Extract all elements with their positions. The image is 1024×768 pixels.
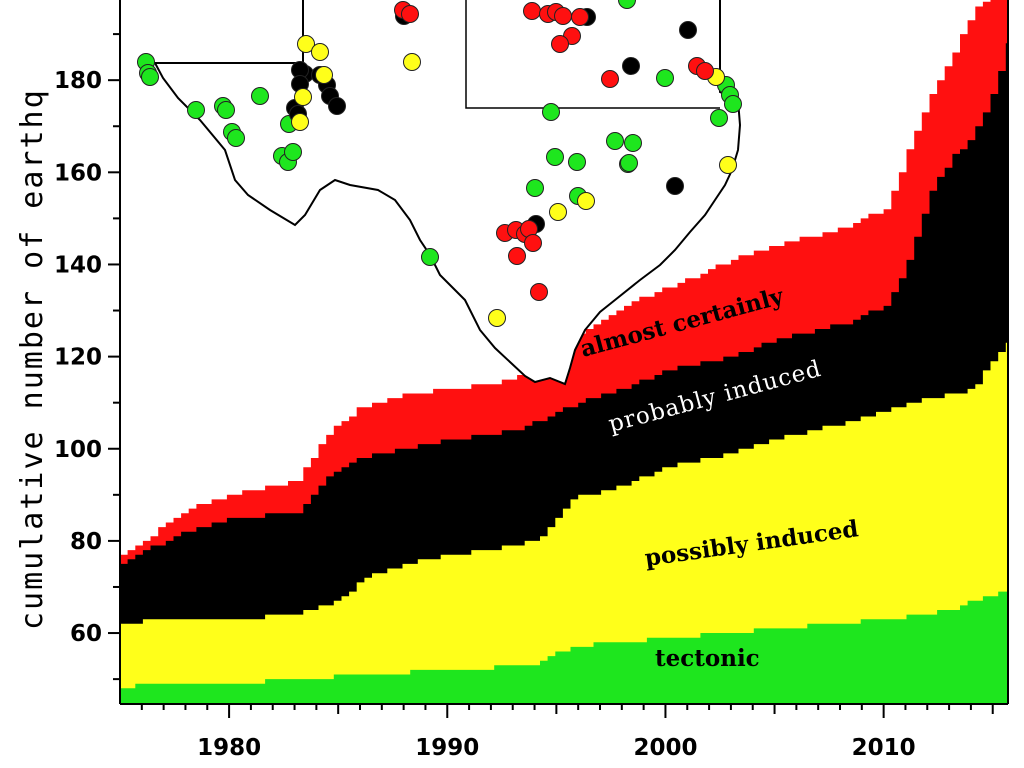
map-quake-marker-14 <box>542 103 560 121</box>
map-quake-marker-62 <box>551 35 569 53</box>
map-quake-marker-3 <box>187 101 205 119</box>
texas-outline <box>153 0 742 386</box>
map-quake-marker-72 <box>508 247 526 265</box>
map-quake-marker-64 <box>601 70 619 88</box>
area-tectonic <box>120 591 1008 704</box>
map-quake-marker-45 <box>311 43 329 61</box>
map-quake-marker-28 <box>618 0 636 9</box>
map-quake-marker-36 <box>328 97 346 115</box>
map-quake-marker-53 <box>719 156 737 174</box>
map-quake-marker-13 <box>421 248 439 266</box>
map-quake-marker-50 <box>549 203 567 221</box>
map-quake-marker-71 <box>524 234 542 252</box>
y-axis-label: cumulative number of earthq <box>15 88 50 630</box>
map-quake-marker-49 <box>403 53 421 71</box>
map-quake-marker-12 <box>284 143 302 161</box>
map-quake-marker-48 <box>315 66 333 84</box>
map-quake-marker-17 <box>606 132 624 150</box>
map-quake-marker-41 <box>679 21 697 39</box>
map-quake-marker-21 <box>526 179 544 197</box>
map-quake-marker-8 <box>251 87 269 105</box>
map-quake-marker-47 <box>291 113 309 131</box>
map-quake-marker-5 <box>217 101 235 119</box>
map-quake-marker-19 <box>624 134 642 152</box>
y-tick-label-60: 60 <box>70 621 102 647</box>
map-quake-marker-46 <box>294 88 312 106</box>
map-quake-marker-56 <box>401 5 419 23</box>
county-boundary <box>465 0 720 109</box>
map-quake-marker-26 <box>724 95 742 113</box>
map-quake-marker-40 <box>622 57 640 75</box>
map-quake-marker-42 <box>666 177 684 195</box>
map-quake-marker-51 <box>577 192 595 210</box>
map-quake-marker-27 <box>710 109 728 127</box>
map-quake-marker-63 <box>571 8 589 26</box>
map-quake-marker-44 <box>297 35 315 53</box>
map-quake-marker-60 <box>554 7 572 25</box>
map-quake-marker-66 <box>696 62 714 80</box>
map-quake-marker-23 <box>656 69 674 87</box>
map-quake-marker-20 <box>620 154 638 172</box>
y-tick-label-140: 140 <box>54 252 102 278</box>
y-tick-label-100: 100 <box>54 437 102 463</box>
texas-inset-map <box>137 0 742 386</box>
x-tick-label-1980: 1980 <box>197 735 261 761</box>
map-quake-marker-15 <box>546 148 564 166</box>
map-quake-marker-16 <box>568 153 586 171</box>
map-quake-marker-7 <box>227 129 245 147</box>
x-tick-label-2010: 2010 <box>852 735 916 761</box>
area-possibly-induced <box>120 342 1008 704</box>
map-quake-marker-2 <box>141 68 159 86</box>
map-quake-marker-54 <box>488 309 506 327</box>
y-tick-label-80: 80 <box>70 529 102 555</box>
x-tick-label-1990: 1990 <box>415 735 479 761</box>
map-quake-marker-73 <box>530 283 548 301</box>
axes: 1980 1990 2000 2010 60 80 100 120 140 160 180 <box>54 0 1009 761</box>
x-tick-label-2000: 2000 <box>633 735 697 761</box>
y-tick-label-120: 120 <box>54 345 102 371</box>
y-tick-label-180: 180 <box>54 68 102 94</box>
y-tick-label-160: 160 <box>54 160 102 186</box>
map-quake-marker-57 <box>523 2 541 20</box>
label-tectonic: tectonic <box>655 645 760 672</box>
